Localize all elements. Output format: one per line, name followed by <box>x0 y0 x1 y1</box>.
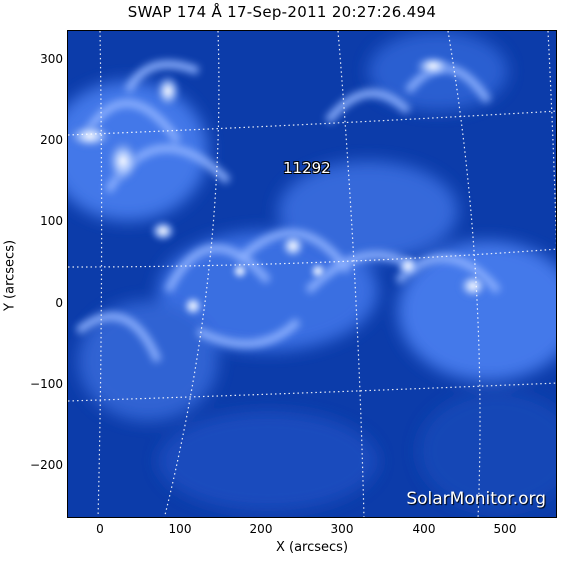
solar-image-panel: 11292 SolarMonitor.org <box>67 30 557 518</box>
watermark: SolarMonitor.org <box>406 489 546 509</box>
x-tick-label: 0 <box>96 522 104 536</box>
y-tick-label: 200 <box>40 133 63 147</box>
x-tick-label: 400 <box>412 522 436 536</box>
heliographic-grid <box>68 31 556 517</box>
x-tick-label: 200 <box>249 522 273 536</box>
active-region-label: 11292 <box>283 159 331 177</box>
y-tick-label: −100 <box>30 377 63 391</box>
y-tick-label: 0 <box>55 296 63 310</box>
x-axis-title: X (arcsecs) <box>275 540 349 555</box>
x-tick-label: 100 <box>168 522 192 536</box>
x-tick-label: 300 <box>330 522 354 536</box>
image-title: SWAP 174 Å 17-Sep-2011 20:27:26.494 <box>127 3 437 21</box>
y-tick-label: −200 <box>30 458 63 472</box>
y-tick-label: 100 <box>40 214 63 228</box>
y-tick-label: 300 <box>40 52 63 66</box>
y-axis-title: Y (arcsecs) <box>2 239 18 312</box>
solar-euv-image <box>68 31 556 517</box>
x-tick-label: 500 <box>493 522 517 536</box>
